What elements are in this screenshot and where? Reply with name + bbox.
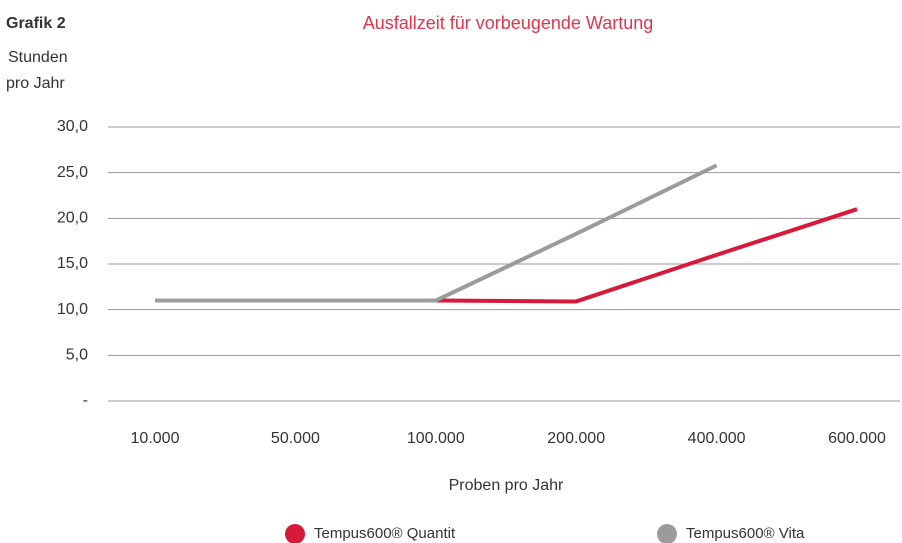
x-tick-label: 400.000 — [688, 430, 746, 447]
legend-label: Tempus600® Vita — [686, 525, 805, 542]
y-tick-label: 5,0 — [66, 347, 88, 364]
series-line — [155, 207, 858, 304]
series-line — [155, 163, 718, 303]
legend-swatch — [285, 524, 305, 543]
legend-swatch — [657, 524, 677, 543]
x-tick-label: 600.000 — [828, 430, 886, 447]
x-tick-label: 100.000 — [407, 430, 465, 447]
y-axis-label: Stunden — [8, 49, 68, 66]
y-axis-label: pro Jahr — [6, 75, 65, 92]
y-tick-label: 15,0 — [57, 255, 88, 272]
x-axis-label: Proben pro Jahr — [449, 477, 564, 494]
x-tick-label: 50.000 — [271, 430, 320, 447]
y-tick-label: 20,0 — [57, 210, 88, 227]
chart-title: Ausfallzeit für vorbeugende Wartung — [363, 13, 654, 33]
chart-label: Grafik 2 — [6, 15, 66, 32]
x-tick-label: 200.000 — [547, 430, 605, 447]
x-tick-label: 10.000 — [131, 430, 180, 447]
legend-label: Tempus600® Quantit — [314, 525, 456, 542]
y-tick-label: 30,0 — [57, 118, 88, 135]
y-tick-label: 25,0 — [57, 164, 88, 181]
y-tick-label: 10,0 — [57, 301, 88, 318]
y-tick-label: - — [83, 392, 88, 409]
